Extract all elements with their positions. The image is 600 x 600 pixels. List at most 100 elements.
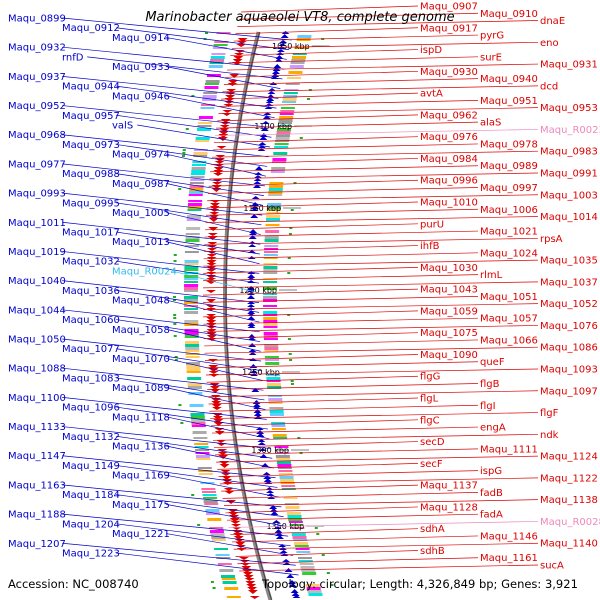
cog-band (264, 347, 279, 350)
minus-strand-gene (266, 97, 275, 101)
cog-band (274, 449, 289, 451)
leader-line (203, 303, 539, 310)
cog-band (184, 290, 199, 292)
cog-band (280, 107, 295, 109)
gene-label: Maqu_0953 (540, 103, 598, 114)
cog-band (226, 596, 241, 598)
plus-strand-gene (228, 80, 239, 84)
cog-band (263, 269, 278, 271)
plus-strand-gene (246, 584, 257, 588)
cog-band (191, 170, 206, 173)
minus-strand-gene (259, 136, 268, 140)
minus-strand-gene (247, 274, 256, 278)
minus-strand-gene (247, 322, 256, 326)
plus-strand-gene (221, 476, 232, 480)
gene-label: Maqu_1100 (8, 393, 66, 404)
leader-line (87, 56, 283, 80)
leader-line (116, 85, 277, 109)
cog-band (203, 497, 218, 499)
gene-label: pyrG (480, 31, 504, 42)
plus-strand-gene (213, 422, 224, 426)
cog-band (189, 404, 204, 407)
gene-label: Maqu_0912 (62, 23, 120, 34)
gc-marker (182, 152, 186, 154)
gene-label: Maqu_0937 (8, 72, 66, 83)
gene-label: ihfB (420, 241, 440, 252)
cog-band (276, 458, 291, 460)
leader-line (116, 173, 264, 196)
minus-strand-gene (262, 115, 271, 119)
cog-band (203, 500, 218, 503)
leader-line (217, 463, 419, 470)
plus-strand-gene (217, 452, 228, 455)
gene-label: engA (480, 423, 506, 434)
gene-label: rnfD (62, 52, 84, 63)
gene-label: dcd (540, 81, 558, 92)
cog-band (186, 227, 201, 230)
cog-band (200, 107, 215, 109)
cog-band (279, 113, 294, 115)
leader-line (166, 504, 286, 527)
gene-label: alaS (480, 118, 501, 129)
plus-strand-gene (226, 89, 237, 92)
minus-strand-gene (266, 94, 275, 98)
minus-strand-gene (256, 433, 265, 437)
gene-label: Maqu_0946 (112, 91, 170, 102)
plus-strand-gene (216, 146, 227, 149)
cog-band (186, 218, 201, 221)
leader-line (203, 281, 539, 289)
cog-band (187, 209, 202, 211)
minus-strand-gene (253, 181, 262, 184)
plus-strand-gene (235, 542, 246, 546)
cog-band (184, 296, 199, 299)
gc-marker (180, 422, 184, 424)
scale-label: 1300 kbp (251, 446, 289, 455)
gene-label: Maqu_1140 (540, 539, 598, 550)
cog-band (201, 488, 216, 490)
gene-label: flgI (480, 401, 496, 412)
leader-line (166, 66, 281, 89)
cog-band (213, 44, 228, 46)
gene-label: Maqu_0976 (420, 132, 478, 143)
plus-strand-gene (208, 371, 219, 374)
gene-label: Maqu_R0028 (540, 517, 600, 528)
cog-band (187, 203, 202, 206)
cog-band (276, 461, 291, 464)
leader-line (204, 230, 479, 238)
leader-line (235, 27, 419, 35)
cog-band (263, 311, 278, 314)
cog-band (184, 332, 199, 335)
gene-label: Maqu_0983 (540, 147, 598, 158)
cog-band (266, 377, 281, 380)
gc-marker (173, 254, 177, 256)
gene-label: purU (420, 219, 444, 230)
plus-strand-gene (220, 119, 231, 123)
leader-line (237, 20, 539, 27)
gc-marker (197, 524, 201, 526)
plus-strand-gene (206, 269, 217, 272)
minus-strand-gene (248, 349, 257, 352)
cog-band (281, 485, 296, 487)
cog-band (197, 128, 212, 131)
cog-band (289, 65, 304, 68)
gene-label: Maqu_0978 (480, 139, 538, 150)
cog-band (203, 92, 218, 94)
minus-strand-gene (253, 412, 262, 416)
plus-strand-gene (209, 386, 220, 390)
cog-band (292, 536, 307, 539)
cog-band (267, 203, 282, 206)
gc-marker (290, 209, 294, 211)
cog-band (184, 275, 199, 278)
gene-label: Maqu_1138 (540, 495, 598, 506)
leader-line (223, 78, 479, 85)
minus-strand-gene (255, 166, 264, 170)
plus-strand-gene (241, 566, 252, 570)
minus-strand-gene (250, 214, 259, 218)
plus-strand-gene (206, 290, 217, 293)
cog-band (269, 182, 284, 184)
leader-line (116, 202, 262, 226)
cog-band (266, 209, 281, 211)
cog-band (283, 92, 298, 94)
gene-label: secD (420, 437, 445, 448)
cog-band (192, 431, 207, 434)
